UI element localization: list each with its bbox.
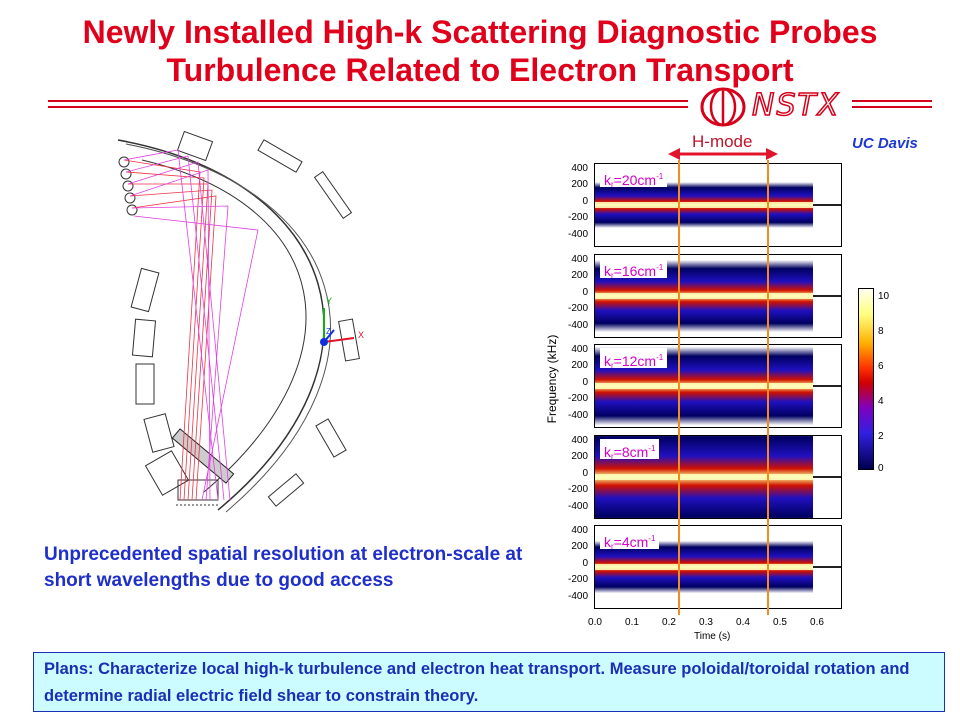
colorbar-tick: 0 (878, 463, 884, 474)
y-tick-label: 400 (571, 435, 588, 446)
axis-x-label: X (358, 330, 364, 340)
y-tick-label: 400 (571, 344, 588, 355)
y-tick-label: -200 (567, 393, 588, 404)
hmode-end-line (767, 160, 769, 615)
y-tick-label: 0 (582, 377, 588, 388)
y-tick-label: 400 (571, 254, 588, 265)
y-tick-label: 200 (571, 360, 588, 371)
y-tick-label: -400 (567, 410, 588, 421)
y-tick-label: -200 (567, 574, 588, 585)
colorbar-tick: 2 (878, 431, 884, 442)
header-rule-right-top (852, 100, 932, 102)
y-tick-label: 0 (582, 196, 588, 207)
x-tick-label: 0.3 (699, 617, 713, 628)
hmode-label: H-mode (692, 132, 753, 151)
y-tick-label: -400 (567, 320, 588, 331)
y-tick-label: 400 (571, 525, 588, 536)
colorbar-tick: 6 (878, 361, 884, 372)
y-tick-label: -400 (567, 591, 588, 602)
axis-y-label: Y (326, 296, 332, 306)
y-tick-label: 0 (582, 558, 588, 569)
x-tick-label: 0.6 (810, 617, 824, 628)
nstx-logo-icon (700, 87, 746, 127)
affiliation-label: UC Davis (852, 135, 918, 152)
y-tick-label: -200 (567, 484, 588, 495)
colorbar-tick: 8 (878, 326, 884, 337)
header-rule-right-bottom (852, 106, 932, 108)
y-tick-label: 200 (571, 179, 588, 190)
slide-title-line-2: Turbulence Related to Electron Transport (166, 52, 794, 88)
y-tick-label: 200 (571, 541, 588, 552)
header-rule-left-top (48, 100, 688, 102)
nstx-logo-text: NSTX (751, 87, 841, 124)
y-tick-label: -400 (567, 229, 588, 240)
x-tick-label: 0.2 (662, 617, 676, 628)
x-tick-label: 0.1 (625, 617, 639, 628)
panel-k-label: kr=20cm-1 (600, 167, 668, 189)
y-tick-label: 200 (571, 451, 588, 462)
y-tick-label: -200 (567, 303, 588, 314)
y-tick-label: 0 (582, 287, 588, 298)
panel-k-label: kr=12cm-1 (600, 348, 668, 370)
y-tick-label: 400 (571, 163, 588, 174)
y-axis-label: Frequency (kHz) (545, 334, 559, 424)
slide-title-line-1: Newly Installed High-k Scattering Diagno… (82, 14, 878, 50)
panel-k-label: kr=4cm-1 (600, 529, 660, 551)
colorbar-tick: 10 (878, 291, 890, 302)
colorbar (858, 288, 874, 470)
x-tick-label: 0.4 (736, 617, 750, 628)
hmode-arrow (668, 148, 778, 160)
x-tick-label: 0.5 (773, 617, 787, 628)
y-tick-label: -400 (567, 501, 588, 512)
y-tick-label: 0 (582, 468, 588, 479)
y-tick-label: 200 (571, 270, 588, 281)
hmode-start-line (678, 160, 680, 615)
x-tick-label: 0.0 (588, 617, 602, 628)
panel-k-label: kr=16cm-1 (600, 258, 668, 280)
header-rule-left-bottom (48, 106, 688, 108)
x-axis-label: Time (s) (694, 631, 731, 642)
y-tick-label: -200 (567, 212, 588, 223)
panel-k-label: kr=8cm-1 (600, 439, 660, 461)
plans-box: Plans: Characterize local high-k turbule… (33, 652, 945, 712)
probe-geometry-diagram: Y X Z (117, 130, 364, 513)
axis-z-label: Z (326, 327, 331, 336)
resolution-description: Unprecedented spatial resolution at elec… (44, 544, 523, 591)
colorbar-tick: 4 (878, 396, 884, 407)
